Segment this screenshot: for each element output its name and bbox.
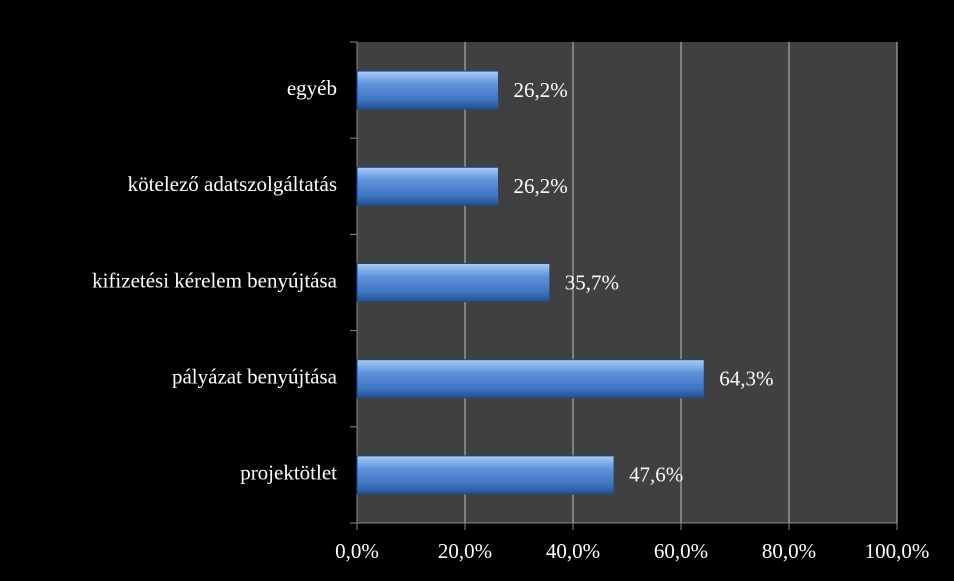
y-tick-label: pályázat benyújtása [172,365,338,389]
bar [356,70,499,110]
bar [356,166,499,206]
x-tick-label: 40,0% [546,539,600,563]
x-tick-label: 0,0% [335,539,379,563]
x-tick-label: 20,0% [438,539,492,563]
x-tick-label: 100,0% [865,539,930,563]
bar [356,263,551,302]
bar [356,455,615,495]
bar [356,359,705,399]
data-label: 64,3% [719,367,773,391]
data-label: 26,2% [513,78,567,102]
x-tick-label: 60,0% [654,539,708,563]
data-label: 35,7% [565,270,619,294]
x-tick-label: 80,0% [762,539,816,563]
y-tick-label: kifizetési kérelem benyújtása [92,268,338,292]
y-tick-label: kötelező adatszolgáltatás [128,172,337,196]
data-label: 47,6% [629,463,683,487]
y-tick-label: egyéb [287,76,337,100]
data-label: 26,2% [513,174,567,198]
y-tick-label: projektötlet [240,461,337,485]
